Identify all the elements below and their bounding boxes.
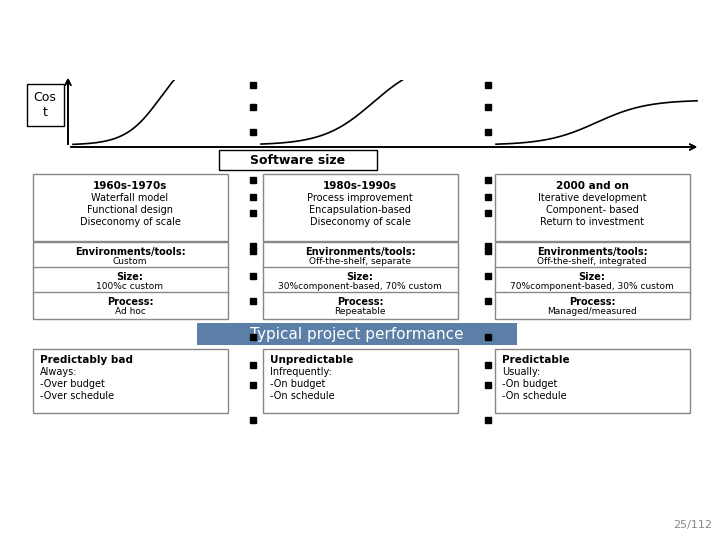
Text: Process improvement: Process improvement <box>307 193 413 203</box>
Text: 1960s-1970s: 1960s-1970s <box>93 181 167 191</box>
Text: Return to investment: Return to investment <box>540 217 644 227</box>
Text: Infrequently:: Infrequently: <box>270 367 332 377</box>
Text: Iterative development: Iterative development <box>538 193 647 203</box>
Text: Off-the-shelf, integrated: Off-the-shelf, integrated <box>537 257 647 266</box>
Text: Process:: Process: <box>337 297 383 307</box>
FancyBboxPatch shape <box>219 150 377 170</box>
Text: -Over budget: -Over budget <box>40 379 105 389</box>
Text: -On schedule: -On schedule <box>502 391 567 401</box>
Text: Always:: Always: <box>40 367 78 377</box>
Text: Diseconomy of scale: Diseconomy of scale <box>310 217 410 227</box>
FancyBboxPatch shape <box>263 242 458 269</box>
FancyBboxPatch shape <box>197 323 517 345</box>
Text: Managed/measured: Managed/measured <box>547 307 637 316</box>
Text: Unpredictable: Unpredictable <box>270 355 354 365</box>
Text: Cos
t: Cos t <box>34 91 56 119</box>
Text: 70%component-based, 30% custom: 70%component-based, 30% custom <box>510 282 674 291</box>
FancyBboxPatch shape <box>263 267 458 294</box>
Text: Size:: Size: <box>579 272 606 282</box>
Text: 1980s-1990s: 1980s-1990s <box>323 181 397 191</box>
Text: Environments/tools:: Environments/tools: <box>75 247 185 257</box>
FancyBboxPatch shape <box>33 349 228 413</box>
Text: Repeatable: Repeatable <box>334 307 386 316</box>
FancyBboxPatch shape <box>263 174 458 241</box>
FancyBboxPatch shape <box>0 0 720 80</box>
Text: Off-the-shelf, separate: Off-the-shelf, separate <box>309 257 411 266</box>
FancyBboxPatch shape <box>495 242 690 269</box>
Text: Ad hoc: Ad hoc <box>114 307 145 316</box>
Text: Functional design: Functional design <box>87 205 173 215</box>
FancyBboxPatch shape <box>495 292 690 319</box>
FancyBboxPatch shape <box>33 242 228 269</box>
Text: Component- based: Component- based <box>546 205 639 215</box>
FancyBboxPatch shape <box>495 267 690 294</box>
Text: Environments/tools:: Environments/tools: <box>305 247 415 257</box>
Text: Encapsulation-based: Encapsulation-based <box>309 205 411 215</box>
Text: Diseconomy of scale: Diseconomy of scale <box>80 217 181 227</box>
Text: Typical project performance: Typical project performance <box>250 327 464 341</box>
Text: Size:: Size: <box>346 272 374 282</box>
Text: -On budget: -On budget <box>270 379 325 389</box>
Text: 100%c custom: 100%c custom <box>96 282 163 291</box>
FancyBboxPatch shape <box>263 349 458 413</box>
FancyBboxPatch shape <box>495 174 690 241</box>
Text: Software size: Software size <box>251 153 346 166</box>
Text: Process:: Process: <box>107 297 153 307</box>
Text: Process:: Process: <box>569 297 616 307</box>
Text: Environments/tools:: Environments/tools: <box>536 247 647 257</box>
Text: 25/112: 25/112 <box>673 520 712 530</box>
FancyBboxPatch shape <box>495 349 690 413</box>
FancyBboxPatch shape <box>263 292 458 319</box>
FancyBboxPatch shape <box>33 174 228 241</box>
Text: -On budget: -On budget <box>502 379 557 389</box>
Text: 2000 and on: 2000 and on <box>556 181 629 191</box>
FancyBboxPatch shape <box>27 84 64 126</box>
Text: Usually:: Usually: <box>502 367 540 377</box>
Text: Three generations of software economics: Three generations of software economics <box>216 54 504 68</box>
Text: Custom: Custom <box>113 257 148 266</box>
Text: Size:: Size: <box>117 272 143 282</box>
Text: Evolution of Software Economics: Evolution of Software Economics <box>167 33 553 53</box>
Text: Predictably bad: Predictably bad <box>40 355 133 365</box>
FancyBboxPatch shape <box>33 267 228 294</box>
Text: Predictable: Predictable <box>502 355 570 365</box>
Text: Part 1: Part 1 <box>318 10 402 34</box>
Text: -On schedule: -On schedule <box>270 391 335 401</box>
Text: 30%component-based, 70% custom: 30%component-based, 70% custom <box>278 282 442 291</box>
Text: Waterfall model: Waterfall model <box>91 193 168 203</box>
Text: -Over schedule: -Over schedule <box>40 391 114 401</box>
FancyBboxPatch shape <box>33 292 228 319</box>
